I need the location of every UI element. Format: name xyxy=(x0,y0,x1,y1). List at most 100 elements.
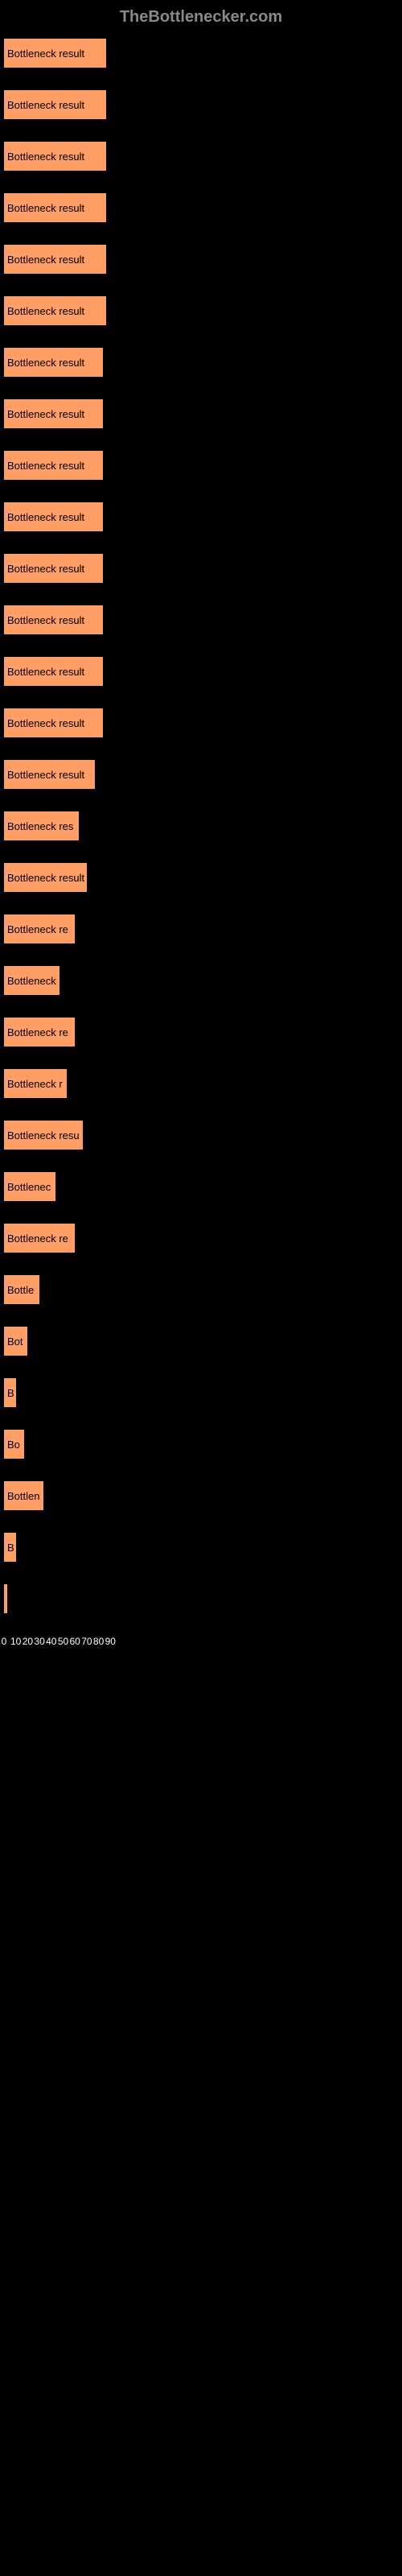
x-tick: 30 xyxy=(34,1636,44,1647)
bar-label: Bottlen xyxy=(7,1490,39,1502)
x-axis: 0102030405060708090 xyxy=(4,1636,398,1660)
bar-label: Bottleneck result xyxy=(7,666,84,678)
chart-row: Bottleneck result xyxy=(4,193,398,222)
chart-row: Bottlen xyxy=(4,1481,398,1510)
chart-row: Bottleneck result xyxy=(4,296,398,325)
bar-label: Bottleneck result xyxy=(7,614,84,626)
bar-wrapper: Bottleneck result xyxy=(4,760,398,789)
bar: Bottleneck result xyxy=(4,348,103,377)
bar-label: Bottleneck result xyxy=(7,769,84,781)
header: TheBottlenecker.com xyxy=(0,0,402,35)
x-tick: 20 xyxy=(23,1636,33,1647)
bar-wrapper: Bottleneck result xyxy=(4,605,398,634)
x-tick: 60 xyxy=(70,1636,80,1647)
bar: Bottlenec xyxy=(4,1172,55,1201)
chart-row: Bottleneck res xyxy=(4,811,398,840)
bar-wrapper: Bottleneck r xyxy=(4,1069,398,1098)
bar: Bottleneck result xyxy=(4,90,106,119)
bar-wrapper: Bottleneck res xyxy=(4,811,398,840)
bar: Bottleneck xyxy=(4,966,59,995)
bar-label: Bottleneck result xyxy=(7,151,84,163)
bar-label: Bottleneck resu xyxy=(7,1129,80,1141)
bar-wrapper: B xyxy=(4,1533,398,1562)
chart-row: Bottleneck re xyxy=(4,1018,398,1046)
bar-label: Bottle xyxy=(7,1284,34,1296)
chart-row: Bot xyxy=(4,1327,398,1356)
bar: Bottleneck resu xyxy=(4,1121,83,1150)
bar-wrapper: Bottleneck result xyxy=(4,708,398,737)
bar-wrapper: Bottlenec xyxy=(4,1172,398,1201)
bar-wrapper: Bottleneck result xyxy=(4,90,398,119)
bar-wrapper: Bot xyxy=(4,1327,398,1356)
bar-label: Bottleneck re xyxy=(7,923,68,935)
bar: Bottleneck result xyxy=(4,451,103,480)
bar-wrapper xyxy=(4,1584,398,1613)
chart-row: Bottleneck result xyxy=(4,863,398,892)
chart-row: B xyxy=(4,1378,398,1407)
bar: Bottleneck result xyxy=(4,296,106,325)
bar-label: Bottleneck result xyxy=(7,47,84,60)
chart-row: Bottleneck re xyxy=(4,914,398,943)
bar-label: Bottleneck result xyxy=(7,408,84,420)
chart-container: Bottleneck result Bottleneck result Bottle… xyxy=(0,35,402,1684)
bar: Bottleneck r xyxy=(4,1069,67,1098)
bar: Bottleneck result xyxy=(4,502,103,531)
chart-row: Bottleneck result xyxy=(4,142,398,171)
bar-label: Bottleneck result xyxy=(7,717,84,729)
bar-wrapper: Bottleneck result xyxy=(4,863,398,892)
bar: Bottleneck re xyxy=(4,1018,75,1046)
bar-label: Bottleneck result xyxy=(7,872,84,884)
bar-wrapper: B xyxy=(4,1378,398,1407)
bar: Bot xyxy=(4,1327,27,1356)
bar-label: Bottleneck re xyxy=(7,1232,68,1245)
bar-wrapper: Bottleneck result xyxy=(4,296,398,325)
bar-wrapper: Bottlen xyxy=(4,1481,398,1510)
bar-label: Bottleneck result xyxy=(7,305,84,317)
bar: Bottleneck result xyxy=(4,245,106,274)
bar-wrapper: Bottleneck result xyxy=(4,451,398,480)
bar: Bottleneck result xyxy=(4,554,103,583)
x-tick: 80 xyxy=(93,1636,104,1647)
bar-label: Bottleneck result xyxy=(7,357,84,369)
bar-wrapper: Bottleneck result xyxy=(4,657,398,686)
bar: Bottleneck res xyxy=(4,811,79,840)
chart-row: Bottleneck resu xyxy=(4,1121,398,1150)
chart-row xyxy=(4,1584,398,1613)
bar: Bottle xyxy=(4,1275,39,1304)
bar-label: Bottleneck xyxy=(7,975,56,987)
bar-label: Bottleneck result xyxy=(7,511,84,523)
bar-label: Bottleneck res xyxy=(7,820,73,832)
x-tick: 70 xyxy=(81,1636,92,1647)
chart-row: Bottleneck result xyxy=(4,760,398,789)
chart-row: Bottleneck result xyxy=(4,39,398,68)
bar-wrapper: Bottleneck result xyxy=(4,39,398,68)
bars-container: Bottleneck result Bottleneck result Bottle… xyxy=(4,39,398,1613)
chart-row: B xyxy=(4,1533,398,1562)
bar: Bottleneck result xyxy=(4,708,103,737)
chart-row: Bottleneck result xyxy=(4,657,398,686)
bar: Bottleneck result xyxy=(4,193,106,222)
header-text: TheBottlenecker.com xyxy=(120,8,282,26)
chart-row: Bottleneck result xyxy=(4,399,398,428)
bar-label: Bottleneck result xyxy=(7,563,84,575)
bar-wrapper: Bottleneck result xyxy=(4,142,398,171)
bar-wrapper: Bo xyxy=(4,1430,398,1459)
bar-label: Bottleneck result xyxy=(7,99,84,111)
bar-wrapper: Bottleneck result xyxy=(4,193,398,222)
bar-wrapper: Bottleneck resu xyxy=(4,1121,398,1150)
chart-row: Bottle xyxy=(4,1275,398,1304)
bar-label: Bo xyxy=(7,1439,20,1451)
chart-row: Bottlenec xyxy=(4,1172,398,1201)
chart-row: Bottleneck result xyxy=(4,451,398,480)
bar-label: Bot xyxy=(7,1335,23,1348)
chart-row: Bottleneck r xyxy=(4,1069,398,1098)
bar-label: Bottleneck result xyxy=(7,254,84,266)
bar-label: B xyxy=(7,1542,14,1554)
bar: Bottleneck result xyxy=(4,399,103,428)
chart-row: Bottleneck result xyxy=(4,708,398,737)
bar xyxy=(4,1584,7,1613)
chart-row: Bottleneck result xyxy=(4,90,398,119)
chart-row: Bottleneck result xyxy=(4,554,398,583)
bar-wrapper: Bottle xyxy=(4,1275,398,1304)
bar: Bottleneck result xyxy=(4,39,106,68)
